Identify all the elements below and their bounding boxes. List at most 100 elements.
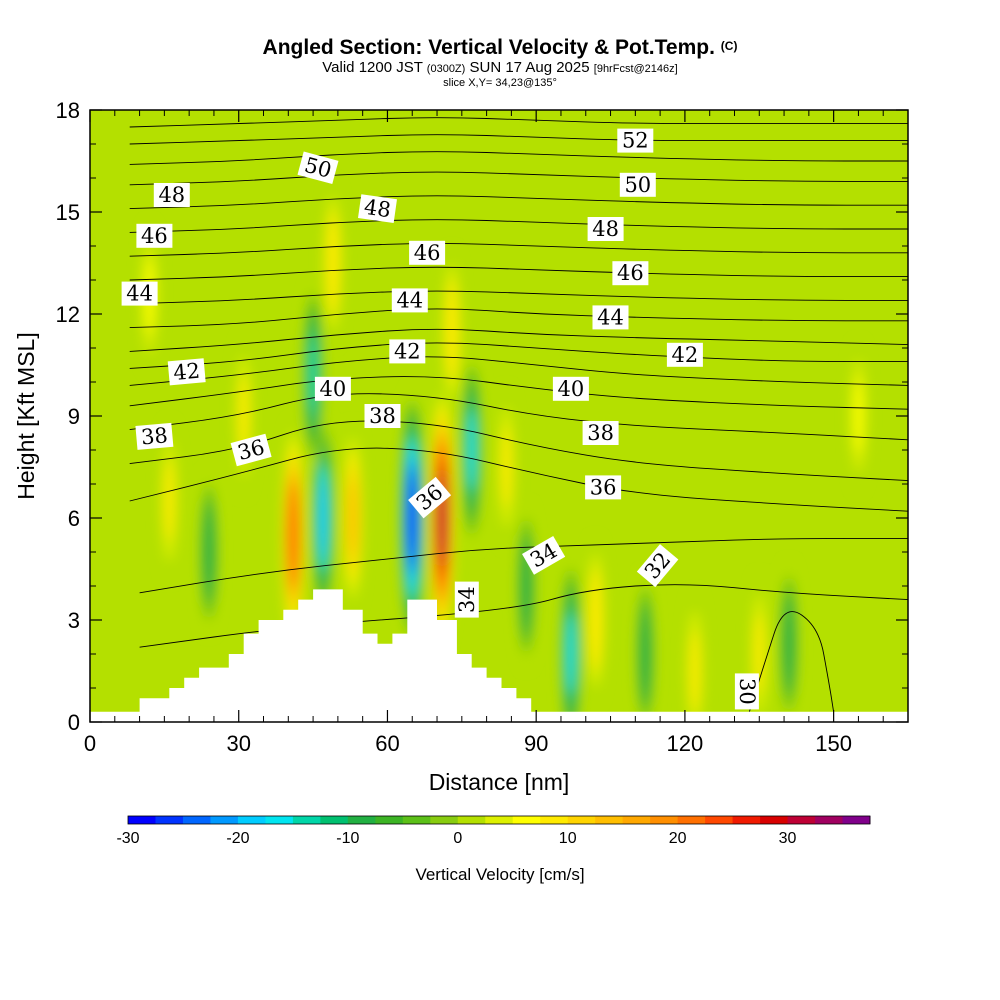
colorbar-swatch [182,816,211,824]
valid-date: SUN 17 Aug 2025 [469,59,590,76]
colorbar-swatch [760,816,789,824]
x-tick-label: 150 [815,731,852,756]
theta-contour-34 [139,537,908,594]
colorbar-swatch [787,816,816,824]
contour-label-text: 48 [158,183,185,207]
theta-contour-49 [129,171,908,186]
contour-label-text: 42 [672,343,699,367]
contour-label-box [585,475,622,500]
contour-label-38: 38 [582,421,619,445]
theta-contour-32 [139,584,908,648]
contour-label-text: 42 [172,359,201,385]
y-tick-label: 3 [68,608,80,633]
colorbar-swatch [210,816,239,824]
velocity-cell [328,226,338,300]
contour-label-box [153,183,190,207]
colorbar-swatch [292,816,321,824]
contour-label-box [636,544,679,588]
y-axis-title: Height [Kft MSL] [13,332,39,499]
contour-label-box [121,281,158,306]
contour-label-text: 46 [617,261,644,285]
contour-label-box [314,376,351,401]
velocity-cell [204,515,214,589]
velocity-cell [566,614,576,694]
velocity-cell [784,607,794,680]
colorbar-swatch [540,816,569,824]
colorbar-swatch [677,816,706,824]
contour-label-box [552,376,589,401]
contour-label-42: 42 [666,342,703,367]
x-tick-label: 90 [524,731,548,756]
theta-contour-43 [129,308,908,329]
theta-contour-46 [129,243,908,257]
velocity-cell [348,480,358,556]
colorbar-tick-label: -30 [116,830,139,847]
contour-label-box [592,305,629,330]
contour-label-38: 38 [364,404,401,428]
potential-temperature-contours [129,117,908,712]
contour-label-box [167,358,206,386]
contour-label-text: 50 [624,173,651,197]
colorbar-tick-label: 30 [779,830,797,847]
velocity-cell [447,294,457,368]
contour-label-44: 44 [391,288,428,313]
theta-contour-37 [129,420,908,482]
theta-contour-52 [129,117,908,128]
contour-label-box [364,404,401,428]
contour-label-46: 46 [136,223,173,248]
theta-contour-44 [129,290,908,305]
contour-label-box [612,261,649,286]
colorbar-swatch [567,816,596,824]
colorbar-swatch [512,816,541,824]
velocity-cell [318,478,328,558]
colorbar: -30 -20 -10 0 10 20 30 [116,815,871,847]
x-tick-label: 120 [667,731,704,756]
contour-label-50: 50 [619,172,656,197]
contour-label-46: 46 [612,261,649,286]
y-tick-label: 18 [56,98,80,123]
contour-label-text: 38 [140,423,169,449]
contour-label-text: 34 [455,586,479,613]
colorbar-swatch [375,816,404,824]
contour-label-box [408,476,452,519]
colorbar-tick-label: 20 [669,830,687,847]
contour-label-text: 38 [369,404,396,428]
valid-time: Valid 1200 JST [322,59,423,76]
contour-label-text: 44 [126,282,153,306]
slice-info: slice X,Y= 34,23@135° [443,77,557,89]
contour-label-box [734,673,759,710]
colorbar-swatch [402,816,431,824]
y-tick-label: 15 [56,200,80,225]
contour-label-box [582,421,619,445]
colorbar-title: Vertical Velocity [cm/s] [415,865,584,884]
colorbar-swatch [430,816,459,824]
contour-label-box [454,581,479,618]
theta-contour-47 [129,219,908,233]
velocity-cell [238,376,249,456]
x-tick-label: 0 [84,731,96,756]
contour-label-box [666,342,703,367]
colorbar-swatch [457,816,486,824]
y-tick-label: 0 [68,710,80,735]
contour-label-34: 34 [454,581,479,618]
colorbar-swatch [595,816,624,824]
contour-label-42: 42 [167,358,206,386]
colorbar-swatch [650,816,679,824]
contour-label-box [391,288,428,313]
contour-label-text: 38 [587,421,614,445]
y-tick-label: 12 [56,302,80,327]
colorbar-tick-label: 0 [453,830,462,847]
contour-label-48: 48 [153,183,190,207]
contour-label-40: 40 [314,376,351,401]
contour-label-box [619,172,656,197]
colorbar-swatch [732,816,761,824]
velocity-cell [467,410,477,490]
theta-contour-39 [129,376,908,410]
contour-label-box [358,194,397,223]
contour-label-box [230,433,272,467]
forecast-info: [9hrFcst@2146z] [593,63,678,75]
x-axis-title: Distance [nm] [429,769,570,795]
contour-label-box [135,422,174,450]
chart-title: Angled Section: Vertical Velocity & Pot.… [0,36,1000,60]
